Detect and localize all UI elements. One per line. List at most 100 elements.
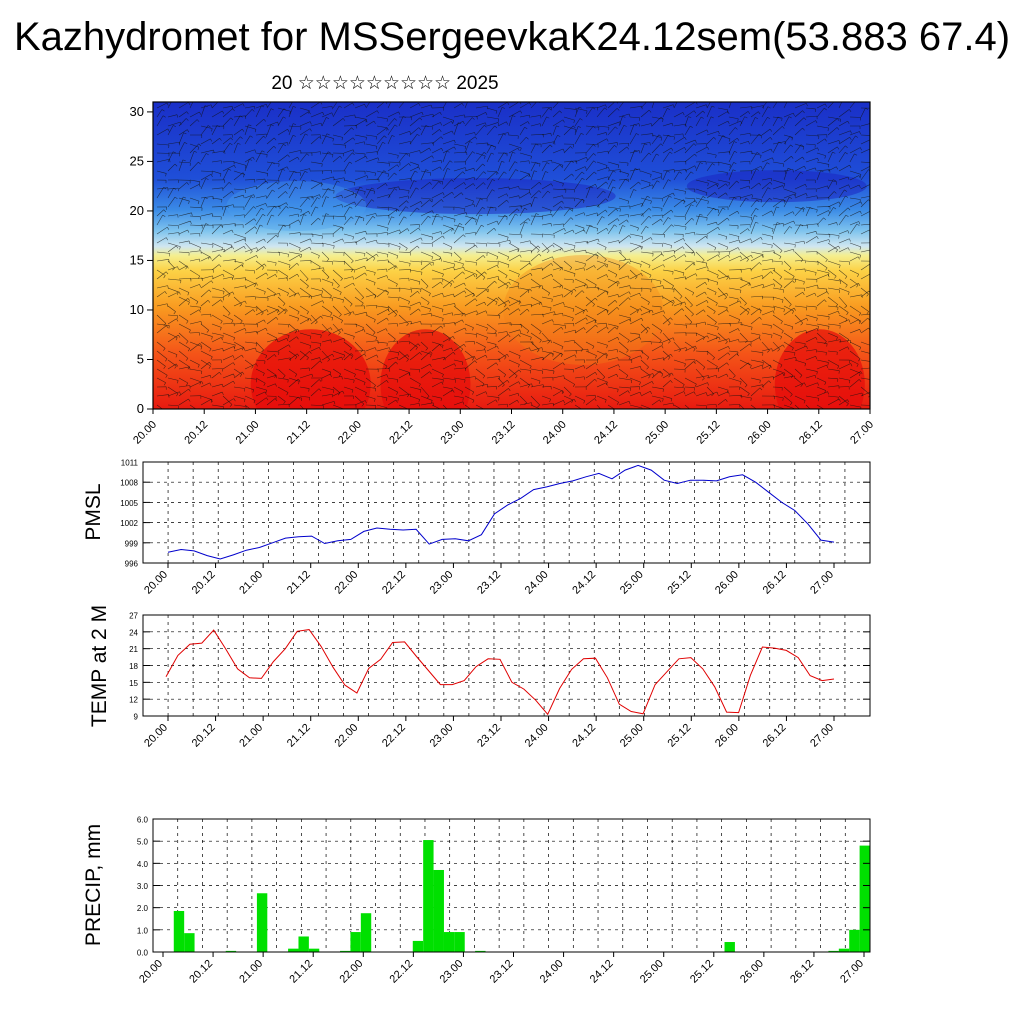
wind-barb <box>167 314 178 316</box>
wind-barb-flag <box>206 153 209 156</box>
wind-barb <box>453 167 466 172</box>
wind-barb-flag <box>551 299 553 303</box>
wind-barb <box>761 128 771 136</box>
wind-barb <box>409 134 418 145</box>
wind-barb-flag <box>718 336 721 340</box>
wind-barb-flag <box>737 138 740 141</box>
wind-barb <box>365 178 379 181</box>
wind-barb-flag <box>373 191 376 195</box>
wind-barb <box>156 102 168 109</box>
wind-barb <box>783 332 793 339</box>
wind-barb-flag <box>860 147 862 151</box>
wind-barb <box>167 232 179 235</box>
wind-barb <box>684 386 695 388</box>
wind-barb-flag <box>858 283 861 286</box>
wind-barb-flag <box>836 127 840 130</box>
wind-barb <box>222 223 236 226</box>
wind-barb-flag <box>321 182 324 186</box>
wind-barb <box>222 355 234 361</box>
wind-barb <box>167 245 177 253</box>
wind-barb <box>618 368 629 376</box>
wind-barb <box>156 269 166 276</box>
cross-section-y-tick-label: 0 <box>137 401 144 416</box>
wind-barb <box>376 251 388 255</box>
wind-barb-flag <box>539 339 542 343</box>
wind-barb <box>662 332 671 342</box>
wind-barb-flag <box>761 275 764 279</box>
wind-barb <box>662 209 672 217</box>
temperature-x-tick-label: 24.12 <box>570 722 598 750</box>
wind-barb-flag <box>473 274 476 278</box>
wind-barb <box>464 260 477 263</box>
wind-barb <box>673 386 685 389</box>
wind-barb <box>640 196 648 208</box>
wind-barb-flag <box>707 201 709 205</box>
wind-barb-flag <box>232 291 235 295</box>
wind-barb <box>728 339 739 343</box>
wind-barb <box>222 276 233 280</box>
wind-barb <box>563 125 577 130</box>
wind-barb <box>299 180 304 190</box>
wind-barb <box>387 260 396 268</box>
wind-barb-flag <box>627 340 630 343</box>
wind-barb <box>365 347 376 352</box>
wind-barb <box>343 161 350 172</box>
wind-barb <box>387 386 398 393</box>
wind-barb-flag <box>439 129 442 132</box>
wind-barb <box>497 215 505 226</box>
wind-barb <box>552 312 563 316</box>
wind-barb-flag <box>855 135 859 138</box>
wind-barb-flag <box>210 174 213 177</box>
wind-barb <box>255 214 263 226</box>
wind-barb-flag <box>744 384 748 388</box>
wind-barb <box>376 275 387 280</box>
wind-barb <box>783 307 795 316</box>
wind-barb <box>409 321 421 325</box>
wind-barb <box>409 260 422 263</box>
wind-barb <box>805 404 811 409</box>
wind-barb <box>838 269 848 277</box>
wind-barb <box>200 359 211 367</box>
wind-barb <box>618 235 630 244</box>
wind-barb-flag <box>551 274 554 278</box>
wind-barb-flag <box>592 126 596 129</box>
wind-barb <box>299 111 310 118</box>
wind-barb <box>354 257 367 262</box>
wind-barb <box>486 399 496 406</box>
wind-barb <box>244 149 255 154</box>
wind-barb-flag <box>395 361 398 365</box>
wind-barb <box>420 386 430 397</box>
wind-barb <box>453 305 464 315</box>
wind-barb-flag <box>277 310 279 314</box>
wind-barb-flag <box>232 275 235 279</box>
wind-barb <box>706 130 719 136</box>
wind-barb <box>761 148 772 154</box>
wind-barb-flag <box>514 161 518 164</box>
wind-barb-flag <box>717 327 719 331</box>
wind-barb <box>717 183 727 190</box>
wind-barb-flag <box>389 347 391 351</box>
wind-barb <box>156 368 168 376</box>
wind-barb-flag <box>583 365 586 369</box>
wind-barb-flag <box>495 110 498 114</box>
wind-barb <box>266 234 277 244</box>
wind-barb-flag <box>462 227 465 231</box>
wind-barb-flag <box>714 192 717 195</box>
wind-barb <box>728 255 741 262</box>
wind-barb-flag <box>210 399 213 403</box>
wind-barb <box>189 341 203 347</box>
wind-barb <box>244 377 257 380</box>
wind-barb <box>651 170 663 174</box>
wind-barb-flag <box>627 275 630 279</box>
wind-barb-flag <box>460 349 463 352</box>
wind-barb-flag <box>518 195 520 199</box>
wind-barb <box>585 126 594 136</box>
wind-barb <box>651 345 662 352</box>
wind-barb <box>640 269 652 276</box>
wind-barb-flag <box>835 181 838 185</box>
wind-barb <box>387 124 396 136</box>
wind-barb-flag <box>483 346 486 350</box>
wind-barb <box>189 119 198 127</box>
wind-barb-flag <box>364 272 367 276</box>
wind-barb <box>706 242 717 248</box>
